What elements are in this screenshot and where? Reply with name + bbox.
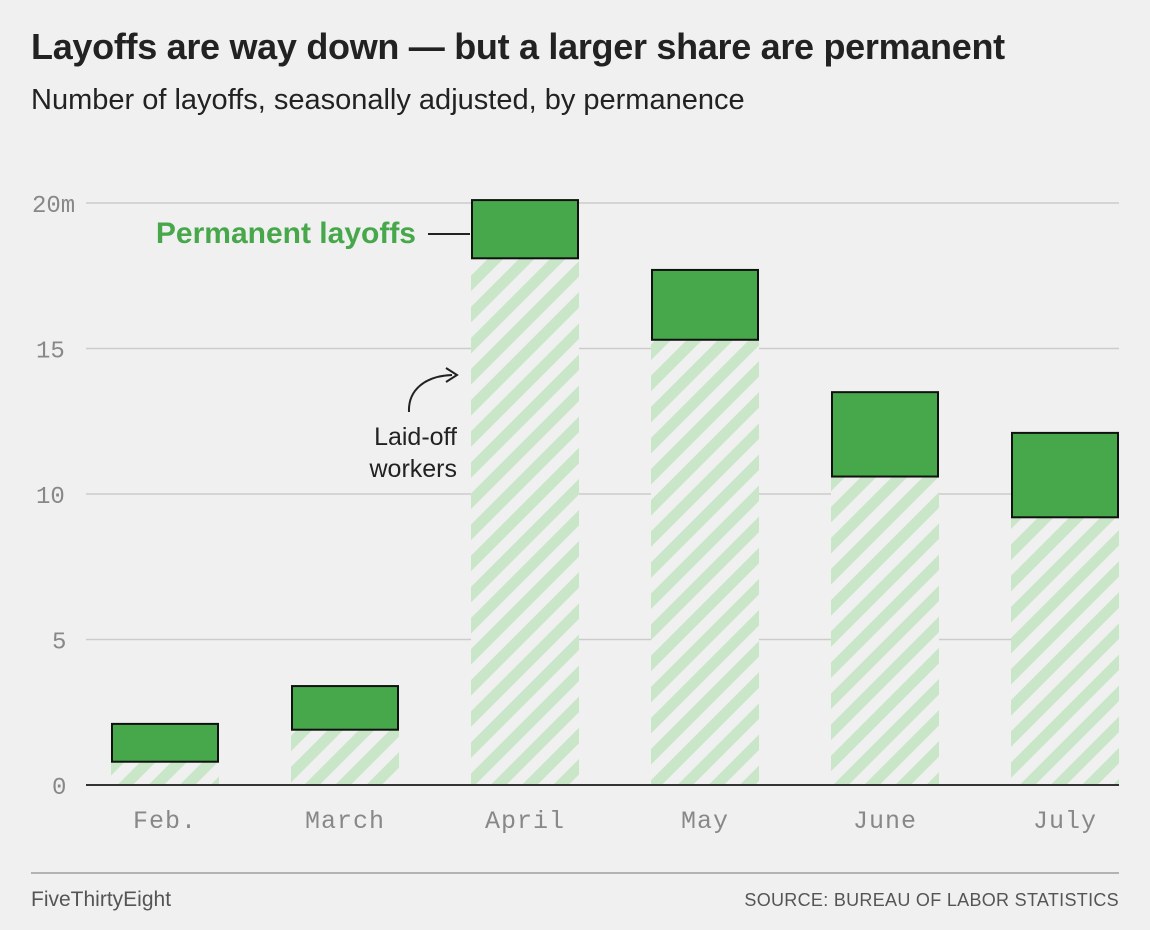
y-tick-label: 5 [52, 630, 66, 657]
chart-subtitle: Number of layoffs, seasonally adjusted, … [31, 84, 745, 116]
y-tick-label: 15 [36, 339, 65, 366]
axes: 0 5 10 15 20m Feb. March April May June July [32, 193, 1119, 836]
laid-off-arrow-head [445, 367, 459, 383]
y-tick-label: 0 [52, 775, 66, 802]
y-tick-label: 10 [36, 484, 65, 511]
bar-permanent-layoffs [111, 722, 219, 763]
x-tick-label: June [853, 807, 917, 836]
bars [111, 199, 1119, 785]
laid-off-arrow [407, 374, 453, 413]
bar-laid-off-workers [831, 476, 939, 785]
x-tick-label: March [305, 807, 385, 836]
laid-off-label-line2: workers [368, 455, 457, 483]
x-tick-label: July [1033, 807, 1097, 836]
bar-laid-off-workers [1011, 517, 1119, 785]
bar-permanent-layoffs [1011, 431, 1119, 519]
bar-laid-off-workers [651, 339, 759, 785]
gridlines [86, 202, 1119, 641]
bar-laid-off-workers [471, 258, 579, 785]
bar-laid-off-workers [111, 761, 219, 785]
source-note: SOURCE: BUREAU OF LABOR STATISTICS [744, 890, 1119, 910]
bar-permanent-layoffs [651, 268, 759, 341]
x-tick-label: April [485, 807, 565, 836]
y-tick-label: 20m [32, 193, 75, 220]
bar-permanent-layoffs [831, 391, 939, 478]
x-tick-label: May [681, 807, 729, 836]
chart-title: Layoffs are way down — but a larger shar… [31, 26, 1005, 67]
annotations: Permanent layoffs Laid-off workers [156, 217, 470, 483]
bar-permanent-layoffs [291, 685, 399, 731]
bar-laid-off-workers [291, 729, 399, 785]
laid-off-label-line1: Laid-off [374, 423, 457, 451]
bar-permanent-layoffs [471, 199, 579, 260]
x-tick-label: Feb. [133, 807, 197, 836]
footer-divider [31, 872, 1119, 874]
permanent-layoffs-label: Permanent layoffs [156, 217, 416, 250]
bar-chart: 0 5 10 15 20m Feb. March April May June July Perma… [32, 193, 1119, 836]
brand-logo-text: FiveThirtyEight [31, 888, 172, 911]
